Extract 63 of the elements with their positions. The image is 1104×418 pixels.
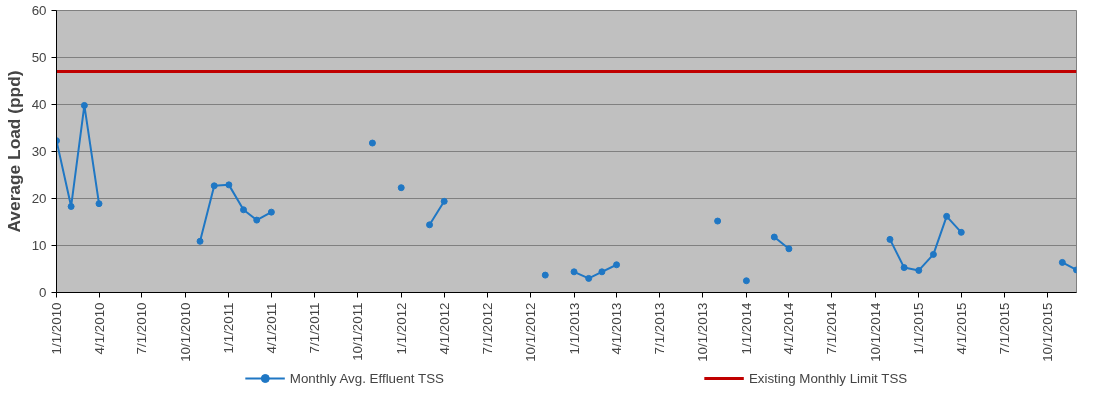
x-tick-label: 1/1/2012 <box>393 302 409 355</box>
x-tick-label: 4/1/2012 <box>436 302 452 355</box>
x-tick-label: 10/1/2011 <box>350 302 366 361</box>
point <box>225 181 233 189</box>
point <box>585 274 593 282</box>
point <box>1058 258 1066 266</box>
x-tick-label: 1/1/2013 <box>566 302 582 355</box>
point <box>67 203 75 210</box>
point <box>714 217 722 225</box>
point <box>943 212 951 220</box>
point <box>915 266 923 274</box>
point <box>613 261 621 269</box>
x-tick-label: 7/1/2011 <box>306 302 322 354</box>
point <box>210 182 218 190</box>
x-tick-label: 10/1/2013 <box>695 302 711 362</box>
y-tick-label: 20 <box>31 191 47 206</box>
point <box>900 264 908 272</box>
point <box>196 237 204 245</box>
point <box>80 101 88 109</box>
point <box>95 200 103 208</box>
point <box>426 221 434 229</box>
x-tick-label: 7/1/2014 <box>824 301 840 355</box>
point <box>253 216 261 224</box>
point <box>886 235 894 243</box>
x-tick-label: 4/1/2013 <box>609 302 625 355</box>
point <box>742 277 750 285</box>
legend-label: Monthly Avg. Effluent TSS <box>289 370 444 386</box>
point <box>368 139 376 147</box>
point <box>770 233 778 241</box>
x-tick-label: 10/1/2010 <box>177 302 193 362</box>
x-tick-label: 4/1/2014 <box>781 301 797 355</box>
x-tick-label: 7/1/2010 <box>134 302 150 355</box>
y-tick-label: 30 <box>31 144 47 159</box>
x-tick-label: 10/1/2015 <box>1040 302 1056 362</box>
point <box>240 206 247 214</box>
y-axis-title: Average Load (ppd) <box>3 70 24 233</box>
point <box>541 271 549 279</box>
legend-label: Existing Monthly Limit TSS <box>748 370 908 386</box>
x-tick-label: 1/1/2014 <box>738 301 754 355</box>
x-tick-label: 7/1/2012 <box>479 302 495 355</box>
point <box>440 197 448 205</box>
x-tick-label: 1/1/2010 <box>49 302 64 355</box>
point <box>957 228 965 236</box>
point <box>785 245 793 253</box>
x-tick-label: 7/1/2013 <box>652 302 668 355</box>
x-tick-label: 1/1/2011 <box>221 302 237 354</box>
x-tick-label: 4/1/2010 <box>91 302 107 355</box>
point <box>397 184 405 192</box>
y-tick-label: 10 <box>31 238 47 253</box>
x-tick-label: 1/1/2015 <box>911 302 927 355</box>
x-tick-label: 10/1/2014 <box>867 301 883 362</box>
x-tick-label: 7/1/2015 <box>996 302 1012 355</box>
x-tick-label: 4/1/2015 <box>953 302 969 355</box>
x-tick-label: 10/1/2012 <box>523 302 539 362</box>
point <box>929 250 937 258</box>
x-tick-label: 4/1/2011 <box>263 302 279 354</box>
y-tick-label: 0 <box>39 285 47 300</box>
y-tick-label: 50 <box>31 50 47 65</box>
point <box>267 208 275 216</box>
y-tick-label: 40 <box>31 97 47 112</box>
point <box>570 268 578 276</box>
point <box>598 268 606 276</box>
y-tick-label: 60 <box>31 3 47 18</box>
